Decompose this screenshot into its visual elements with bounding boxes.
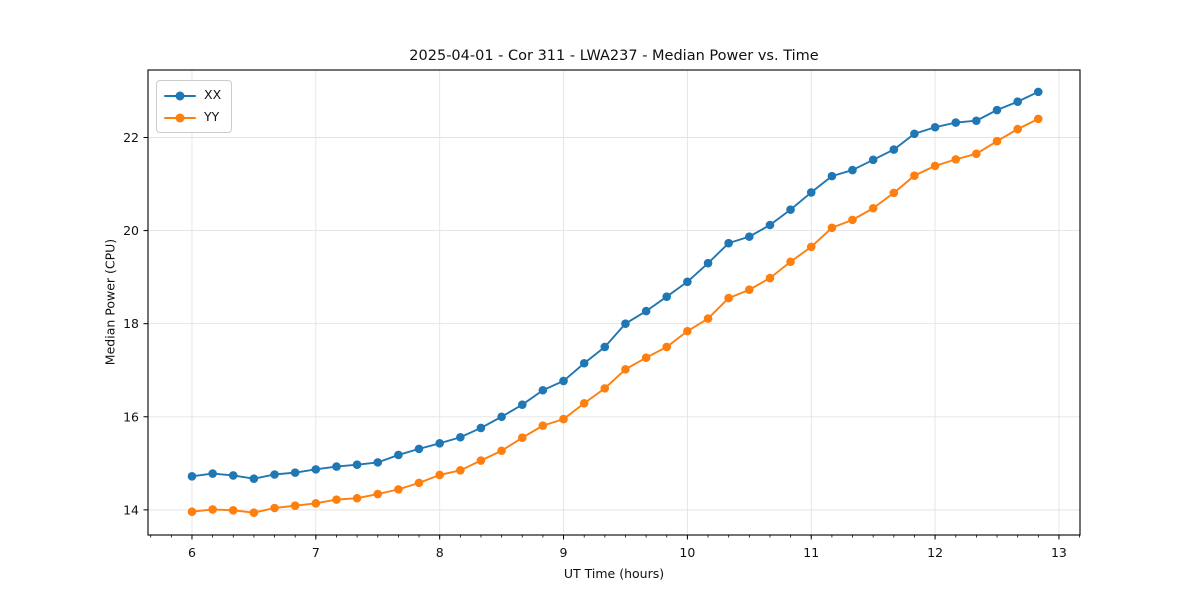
tick-labels: 6 7 8 9 10 11 12 13 14 16 18 20 22 (123, 130, 1067, 560)
series-xx-swatch-icon (164, 89, 196, 103)
svg-text:18: 18 (123, 316, 139, 331)
svg-text:13: 13 (1051, 545, 1067, 560)
legend-label-xx: XX (204, 87, 222, 103)
svg-text:12: 12 (927, 545, 943, 560)
legend: XX YY (156, 80, 233, 133)
svg-text:10: 10 (679, 545, 695, 560)
svg-text:7: 7 (312, 545, 320, 560)
svg-text:16: 16 (123, 409, 139, 424)
y-axis-label: Median Power (CPU) (102, 238, 118, 366)
plot-spines (147, 69, 1081, 536)
series-yy (187, 114, 1043, 517)
svg-text:20: 20 (123, 223, 139, 238)
svg-text:9: 9 (560, 545, 568, 560)
chart-title: 2025-04-01 - Cor 311 - LWA237 - Median P… (409, 48, 819, 64)
x-axis-label: UT Time (hours) (563, 566, 665, 581)
svg-text:11: 11 (803, 545, 819, 560)
legend-item-yy: YY (164, 108, 221, 127)
svg-text:8: 8 (436, 545, 444, 560)
svg-text:6: 6 (188, 545, 196, 560)
series-xx (187, 87, 1043, 483)
legend-label-yy: YY (204, 109, 220, 125)
gridlines (148, 70, 1080, 535)
series-yy-swatch-icon (164, 111, 196, 125)
svg-text:14: 14 (123, 502, 139, 517)
svg-text:22: 22 (123, 130, 139, 145)
legend-item-xx: XX (164, 86, 221, 105)
axis-ticks (143, 136, 1081, 540)
